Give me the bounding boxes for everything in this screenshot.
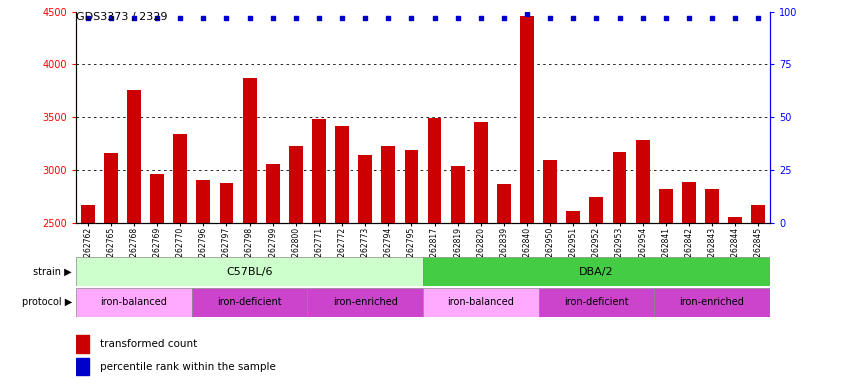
Bar (497, 184, 511, 223)
Point (104, 15, 118, 21)
Point (659, 15, 673, 21)
Point (636, 15, 650, 21)
Bar (635, 140, 650, 223)
Bar (590, 197, 603, 223)
Bar (682, 182, 696, 223)
Point (474, 15, 487, 21)
Point (451, 15, 464, 21)
Text: transformed count: transformed count (101, 339, 198, 349)
Point (567, 15, 580, 21)
Point (266, 15, 279, 21)
Point (590, 15, 603, 21)
Bar (539, 288, 654, 317)
Point (289, 15, 303, 21)
Bar (520, 16, 534, 223)
Bar (659, 189, 673, 223)
Text: percentile rank within the sample: percentile rank within the sample (101, 362, 277, 372)
Bar (474, 122, 488, 223)
Text: protocol ▶: protocol ▶ (22, 297, 72, 308)
Text: iron-balanced: iron-balanced (448, 297, 514, 308)
Bar (76, 257, 423, 286)
Text: iron-deficient: iron-deficient (564, 297, 629, 308)
Bar (243, 78, 256, 223)
Point (196, 15, 210, 21)
Bar (382, 146, 395, 223)
Bar (150, 174, 164, 223)
Point (613, 15, 626, 21)
Bar (196, 180, 211, 223)
Point (682, 15, 695, 21)
Text: iron-balanced: iron-balanced (101, 297, 168, 308)
Bar (451, 166, 464, 223)
Bar (728, 217, 742, 223)
Point (151, 15, 164, 21)
Bar (613, 152, 627, 223)
Point (706, 15, 719, 21)
Bar (705, 189, 719, 223)
Text: DBA/2: DBA/2 (580, 266, 613, 277)
Bar (423, 288, 539, 317)
Point (335, 15, 349, 21)
Bar (127, 89, 141, 223)
Text: strain ▶: strain ▶ (33, 266, 72, 277)
Bar (423, 257, 770, 286)
Bar (173, 134, 187, 223)
Point (428, 15, 442, 21)
Bar (427, 118, 442, 223)
Bar (566, 211, 580, 223)
Point (81, 15, 95, 21)
Point (728, 15, 742, 21)
Point (127, 15, 140, 21)
Text: iron-deficient: iron-deficient (217, 297, 282, 308)
Point (359, 15, 372, 21)
Text: iron-enriched: iron-enriched (679, 297, 744, 308)
Bar (751, 205, 766, 223)
Bar (654, 288, 770, 317)
Bar (76, 335, 89, 353)
Point (404, 15, 418, 21)
Point (173, 15, 187, 21)
Point (312, 15, 326, 21)
Point (751, 15, 765, 21)
Bar (80, 205, 95, 223)
Bar (307, 288, 423, 317)
Text: C57BL/6: C57BL/6 (227, 266, 272, 277)
Bar (404, 150, 419, 223)
Text: GDS3373 / 2329: GDS3373 / 2329 (76, 12, 168, 22)
Bar (76, 358, 89, 375)
Bar (358, 155, 372, 223)
Bar (312, 119, 326, 223)
Point (520, 10, 534, 17)
Text: iron-enriched: iron-enriched (332, 297, 398, 308)
Bar (192, 288, 307, 317)
Bar (543, 161, 558, 223)
Bar (288, 146, 303, 223)
Point (220, 15, 233, 21)
Point (497, 15, 511, 21)
Bar (335, 126, 349, 223)
Bar (76, 288, 192, 317)
Point (243, 15, 256, 21)
Point (543, 15, 557, 21)
Point (382, 15, 395, 21)
Bar (266, 164, 280, 223)
Bar (104, 153, 118, 223)
Bar (219, 182, 233, 223)
